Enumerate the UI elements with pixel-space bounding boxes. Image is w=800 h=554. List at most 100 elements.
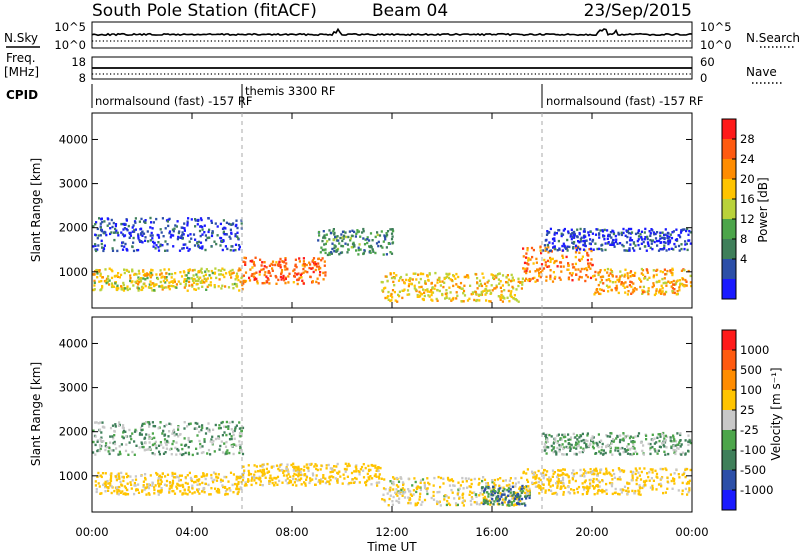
- heatmap-cell: [357, 248, 360, 252]
- heatmap-cell: [492, 276, 495, 280]
- heatmap-cell: [335, 237, 338, 240]
- heatmap-cell: [324, 481, 327, 485]
- heatmap-cell: [497, 491, 500, 495]
- heatmap-cell: [561, 256, 565, 259]
- heatmap-cell: [683, 269, 686, 272]
- heatmap-cell: [333, 231, 336, 235]
- heatmap-cell: [204, 277, 207, 281]
- heatmap-cell: [340, 251, 344, 254]
- heatmap-cell: [551, 492, 554, 495]
- heatmap-cell: [661, 432, 664, 436]
- heatmap-cell: [594, 291, 597, 294]
- heatmap-cell: [677, 473, 680, 476]
- heatmap-cell: [181, 231, 184, 234]
- heatmap-cell: [433, 476, 436, 480]
- heatmap-cell: [581, 450, 584, 454]
- heatmap-cell: [548, 481, 551, 484]
- heatmap-cell: [559, 481, 562, 484]
- heatmap-cell: [224, 493, 227, 496]
- heatmap-cell: [628, 482, 631, 485]
- colorbar-swatch: [722, 330, 736, 351]
- heatmap-cell: [514, 494, 517, 498]
- heatmap-cell: [95, 488, 98, 491]
- heatmap-cell: [259, 469, 262, 472]
- heatmap-cell: [238, 289, 241, 292]
- heatmap-cell: [596, 474, 599, 477]
- heatmap-cell: [110, 218, 113, 222]
- heatmap-cell: [100, 239, 103, 242]
- heatmap-cell: [92, 273, 95, 276]
- heatmap-cell: [484, 293, 487, 296]
- heatmap-cell: [446, 275, 449, 278]
- heatmap-cell: [250, 473, 253, 476]
- heatmap-cell: [165, 484, 168, 487]
- heatmap-cell: [122, 424, 125, 427]
- heatmap-cell: [232, 433, 235, 437]
- heatmap-cell: [253, 475, 256, 478]
- heatmap-cell: [142, 282, 145, 286]
- heatmap-cell: [122, 436, 125, 440]
- heatmap-cell: [107, 482, 110, 485]
- heatmap-cell: [613, 472, 616, 476]
- heatmap-cell: [626, 434, 629, 438]
- heatmap-cell: [167, 285, 170, 288]
- heatmap-cell: [504, 479, 507, 482]
- heatmap-cell: [635, 469, 638, 472]
- heatmap-cell: [363, 249, 366, 252]
- heatmap-cell: [158, 490, 161, 493]
- heatmap-cell: [447, 276, 450, 280]
- heatmap-cell: [178, 249, 182, 252]
- heatmap-cell: [389, 486, 392, 489]
- heatmap-cell: [413, 284, 416, 287]
- heatmap-cell: [353, 245, 356, 248]
- heatmap-cell: [463, 499, 466, 503]
- heatmap-cell: [321, 248, 324, 252]
- heatmap-cell: [380, 280, 383, 284]
- heatmap-cell: [141, 424, 144, 427]
- heatmap-cell: [292, 462, 295, 465]
- heatmap-cell: [247, 478, 250, 481]
- heatmap-cell: [583, 441, 586, 445]
- heatmap-cell: [647, 442, 650, 446]
- heatmap-cell: [221, 434, 224, 437]
- heatmap-cell: [618, 493, 621, 496]
- heatmap-cell: [596, 485, 600, 488]
- heatmap-cell: [120, 231, 123, 234]
- heatmap-cell: [228, 271, 231, 274]
- heatmap-cell: [549, 485, 552, 488]
- heatmap-cell: [638, 484, 641, 487]
- heatmap-cell: [561, 254, 564, 257]
- heatmap-cell: [148, 425, 151, 428]
- heatmap-cell: [369, 251, 372, 254]
- heatmap-cell: [456, 294, 459, 297]
- heatmap-cell: [187, 249, 190, 252]
- heatmap-cell: [184, 279, 187, 282]
- heatmap-cell: [480, 284, 484, 288]
- heatmap-cell: [545, 279, 548, 282]
- heatmap-cell: [688, 487, 691, 490]
- heatmap-cell: [520, 476, 523, 480]
- heatmap-cell: [666, 269, 669, 273]
- heatmap-cell: [151, 432, 154, 435]
- heatmap-cell: [161, 217, 164, 220]
- heatmap-cell: [591, 238, 595, 242]
- heatmap-cell: [676, 290, 679, 293]
- heatmap-cell: [684, 453, 687, 456]
- heatmap-cell: [483, 501, 486, 505]
- heatmap-cell: [142, 286, 145, 289]
- heatmap-cell: [462, 487, 465, 490]
- heatmap-cell: [227, 427, 230, 430]
- heatmap-cell: [300, 468, 303, 471]
- heatmap-cell: [598, 292, 601, 295]
- heatmap-cell: [399, 492, 402, 496]
- heatmap-cell: [655, 273, 658, 277]
- heatmap-cell: [576, 491, 579, 494]
- heatmap-cell: [187, 217, 190, 220]
- heatmap-cell: [539, 472, 543, 475]
- heatmap-cell: [629, 435, 632, 438]
- heatmap-cell: [118, 450, 121, 454]
- heatmap-cell: [292, 469, 295, 472]
- heatmap-cell: [182, 233, 185, 236]
- heatmap-cell: [339, 251, 342, 255]
- heatmap-cell: [390, 299, 393, 302]
